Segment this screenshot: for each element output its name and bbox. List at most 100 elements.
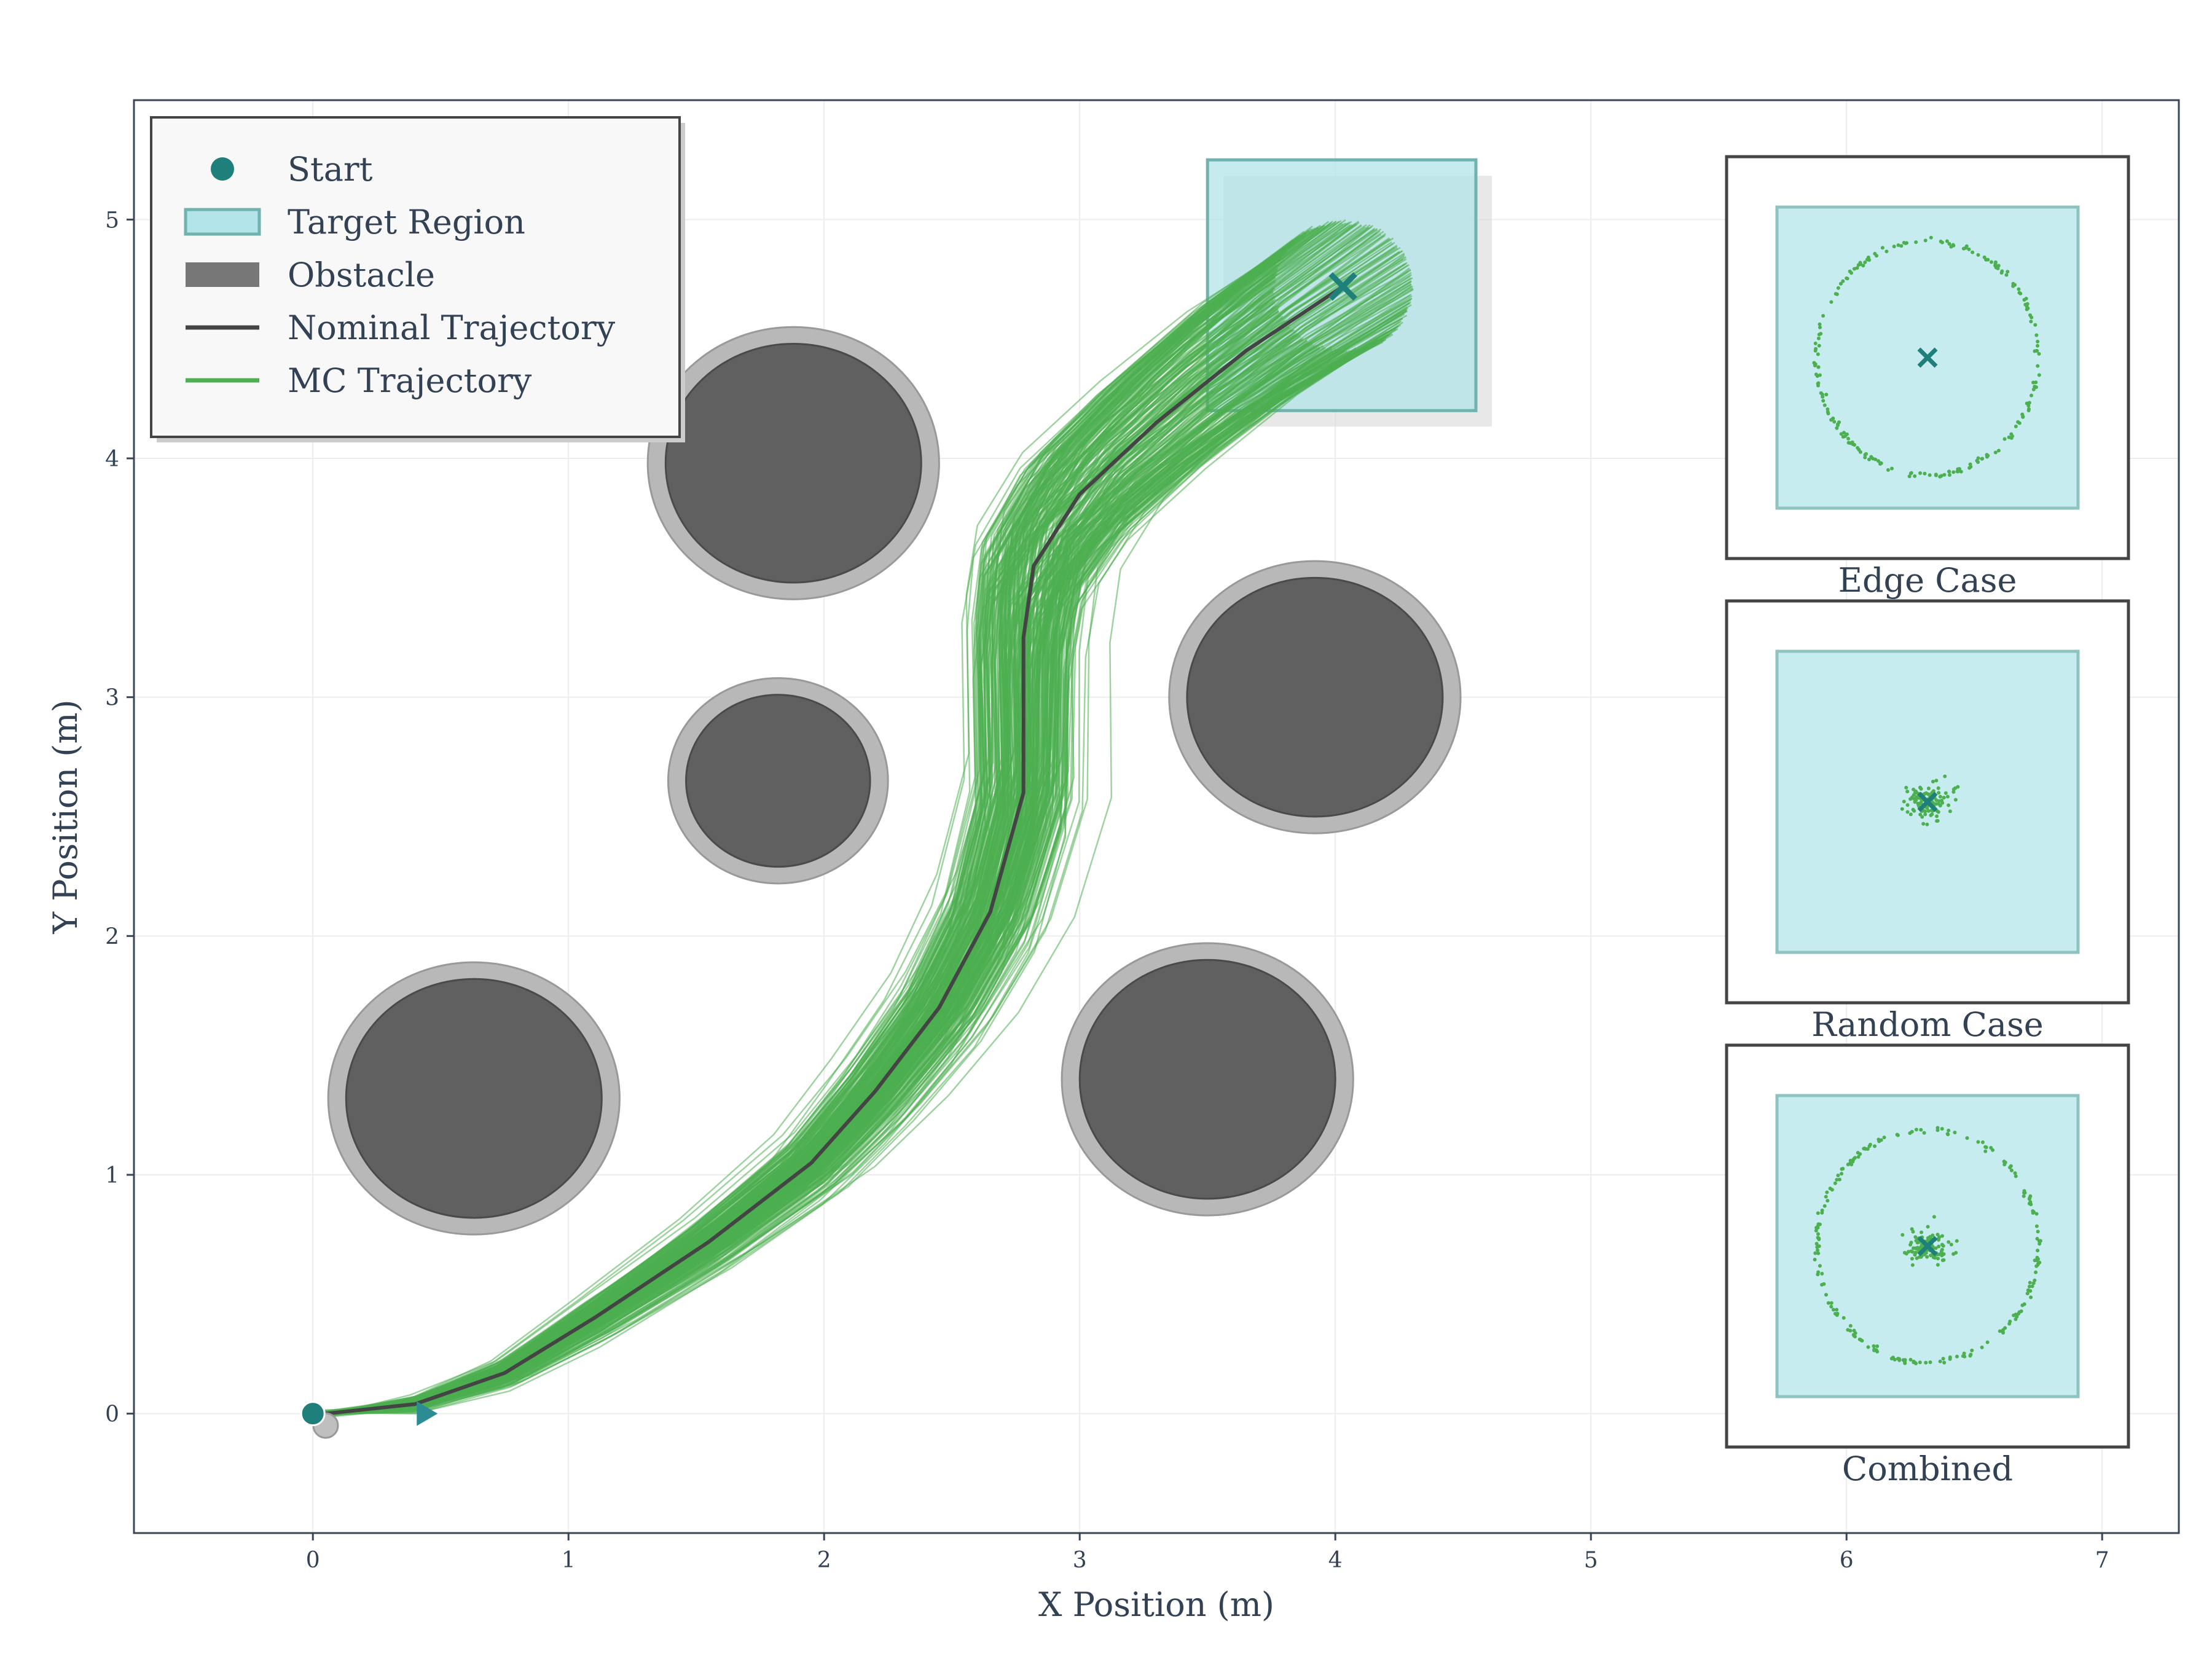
x-tick-label: 3 xyxy=(1073,1548,1087,1573)
inset-point xyxy=(1908,797,1913,801)
inset-point xyxy=(1892,1357,1897,1362)
inset-point xyxy=(1813,1258,1817,1262)
legend-label: MC Trajectory xyxy=(288,361,532,400)
inset-point xyxy=(1818,325,1822,329)
inset-point xyxy=(1863,453,1867,457)
inset-point xyxy=(1932,1215,1936,1219)
y-tick-label: 3 xyxy=(105,686,119,711)
inset-point xyxy=(1914,240,1918,245)
legend: Start Target Region Obstacle Nominal Trajec… xyxy=(150,116,685,442)
inset-point xyxy=(1928,1360,1932,1364)
inset-point xyxy=(1816,1222,1821,1226)
inset-point xyxy=(1861,264,1865,268)
inset-point xyxy=(2036,1249,2040,1253)
inset-point xyxy=(1836,286,1840,290)
inset-point xyxy=(2034,1270,2038,1274)
inset-point xyxy=(1947,1240,1951,1244)
mc-trajectory xyxy=(325,324,1401,1417)
inset-point xyxy=(1911,807,1915,812)
inset-point xyxy=(1817,1236,1821,1241)
inset-point xyxy=(1841,279,1845,283)
inset-point xyxy=(2034,1224,2039,1228)
inset-point xyxy=(2026,1288,2030,1292)
inset-point xyxy=(1920,815,1924,819)
inset-point xyxy=(1934,473,1938,477)
start-marker xyxy=(300,1401,326,1427)
inset-point xyxy=(1942,1252,1946,1256)
y-tick-label: 1 xyxy=(105,1163,119,1188)
inset-point xyxy=(1924,1360,1928,1365)
inset-point xyxy=(1953,1131,1957,1135)
inset-point xyxy=(1905,803,1910,807)
inset-point xyxy=(2034,1258,2039,1263)
inset-point xyxy=(1919,1128,1923,1132)
mc-trajectory xyxy=(324,227,1376,1418)
inset-point xyxy=(1940,1234,1945,1238)
inset-point xyxy=(1998,1329,2002,1333)
inset-point xyxy=(1910,1257,1914,1261)
x-tick-label: 6 xyxy=(1840,1548,1854,1573)
inset-point xyxy=(1922,1252,1926,1257)
inset-point xyxy=(2037,373,2041,377)
inset-point xyxy=(1936,1233,1940,1237)
x-tick-label: 5 xyxy=(1584,1548,1598,1573)
inset-point xyxy=(1826,1301,1830,1305)
obstacle xyxy=(664,342,922,584)
inset-point xyxy=(1818,1264,1822,1268)
inset-point xyxy=(1941,1357,1945,1361)
inset-point xyxy=(1955,1354,1959,1359)
inset-point xyxy=(1936,1126,1940,1130)
inset-point xyxy=(1902,799,1906,804)
inset-point xyxy=(1824,1293,1828,1297)
inset-point xyxy=(1936,810,1940,814)
inset-point xyxy=(1852,1333,1856,1338)
axis-ticks: 0 1 2 3 4 5 6 7 0 1 2 3 4 5 xyxy=(105,208,2109,1573)
inset-point xyxy=(1841,1167,1845,1171)
inset-point xyxy=(1937,1252,1942,1257)
inset-point xyxy=(1993,450,1998,455)
inset-point xyxy=(1959,469,1963,474)
inset-point xyxy=(1926,786,1931,791)
inset-point xyxy=(1912,1246,1916,1250)
legend-label: Nominal Trajectory xyxy=(288,308,616,347)
inset-point xyxy=(1928,473,1932,477)
inset-point xyxy=(1915,791,1920,795)
inset-point xyxy=(1941,1244,1945,1248)
inset-point xyxy=(2033,1278,2037,1282)
inset-point xyxy=(2030,393,2034,398)
inset-point xyxy=(1919,801,1923,806)
inset-point xyxy=(2006,270,2010,274)
inset-point xyxy=(1964,244,1969,248)
inset-point xyxy=(2009,1168,2014,1172)
inset-point xyxy=(2029,1202,2033,1207)
inset-point xyxy=(1814,372,1818,377)
inset-point xyxy=(1926,809,1931,813)
inset-point xyxy=(1821,314,1826,318)
mc-trajectory xyxy=(323,280,1276,1416)
inset-point xyxy=(1913,1235,1918,1239)
inset-point xyxy=(1996,449,2001,453)
mc-trajectory xyxy=(324,226,1313,1416)
inset-point xyxy=(1863,455,1867,460)
inset-point xyxy=(2007,435,2011,439)
inset-point xyxy=(2002,437,2007,441)
inset-point xyxy=(1826,1199,1830,1203)
inset-point xyxy=(1939,1249,1943,1253)
inset-point xyxy=(1886,468,1890,472)
markers xyxy=(300,272,1357,1439)
inset-point xyxy=(1923,812,1928,817)
inset-point xyxy=(1885,249,1889,254)
inset-point xyxy=(1892,245,1896,249)
inset-target-center-icon xyxy=(1917,791,1938,812)
inset-point xyxy=(2011,284,2015,288)
legend-label: Obstacle xyxy=(288,256,435,294)
inset-point xyxy=(2025,401,2029,406)
inset-point xyxy=(1945,239,1949,243)
inset-point xyxy=(2009,1164,2013,1168)
x-axis-label: X Position (m) xyxy=(1038,1585,1274,1624)
inset-point xyxy=(1934,779,1939,783)
inset-point xyxy=(1968,1354,1972,1358)
inset-point xyxy=(1909,1249,1913,1253)
inset-point xyxy=(1942,1360,1947,1365)
inset-point xyxy=(1953,798,1958,802)
